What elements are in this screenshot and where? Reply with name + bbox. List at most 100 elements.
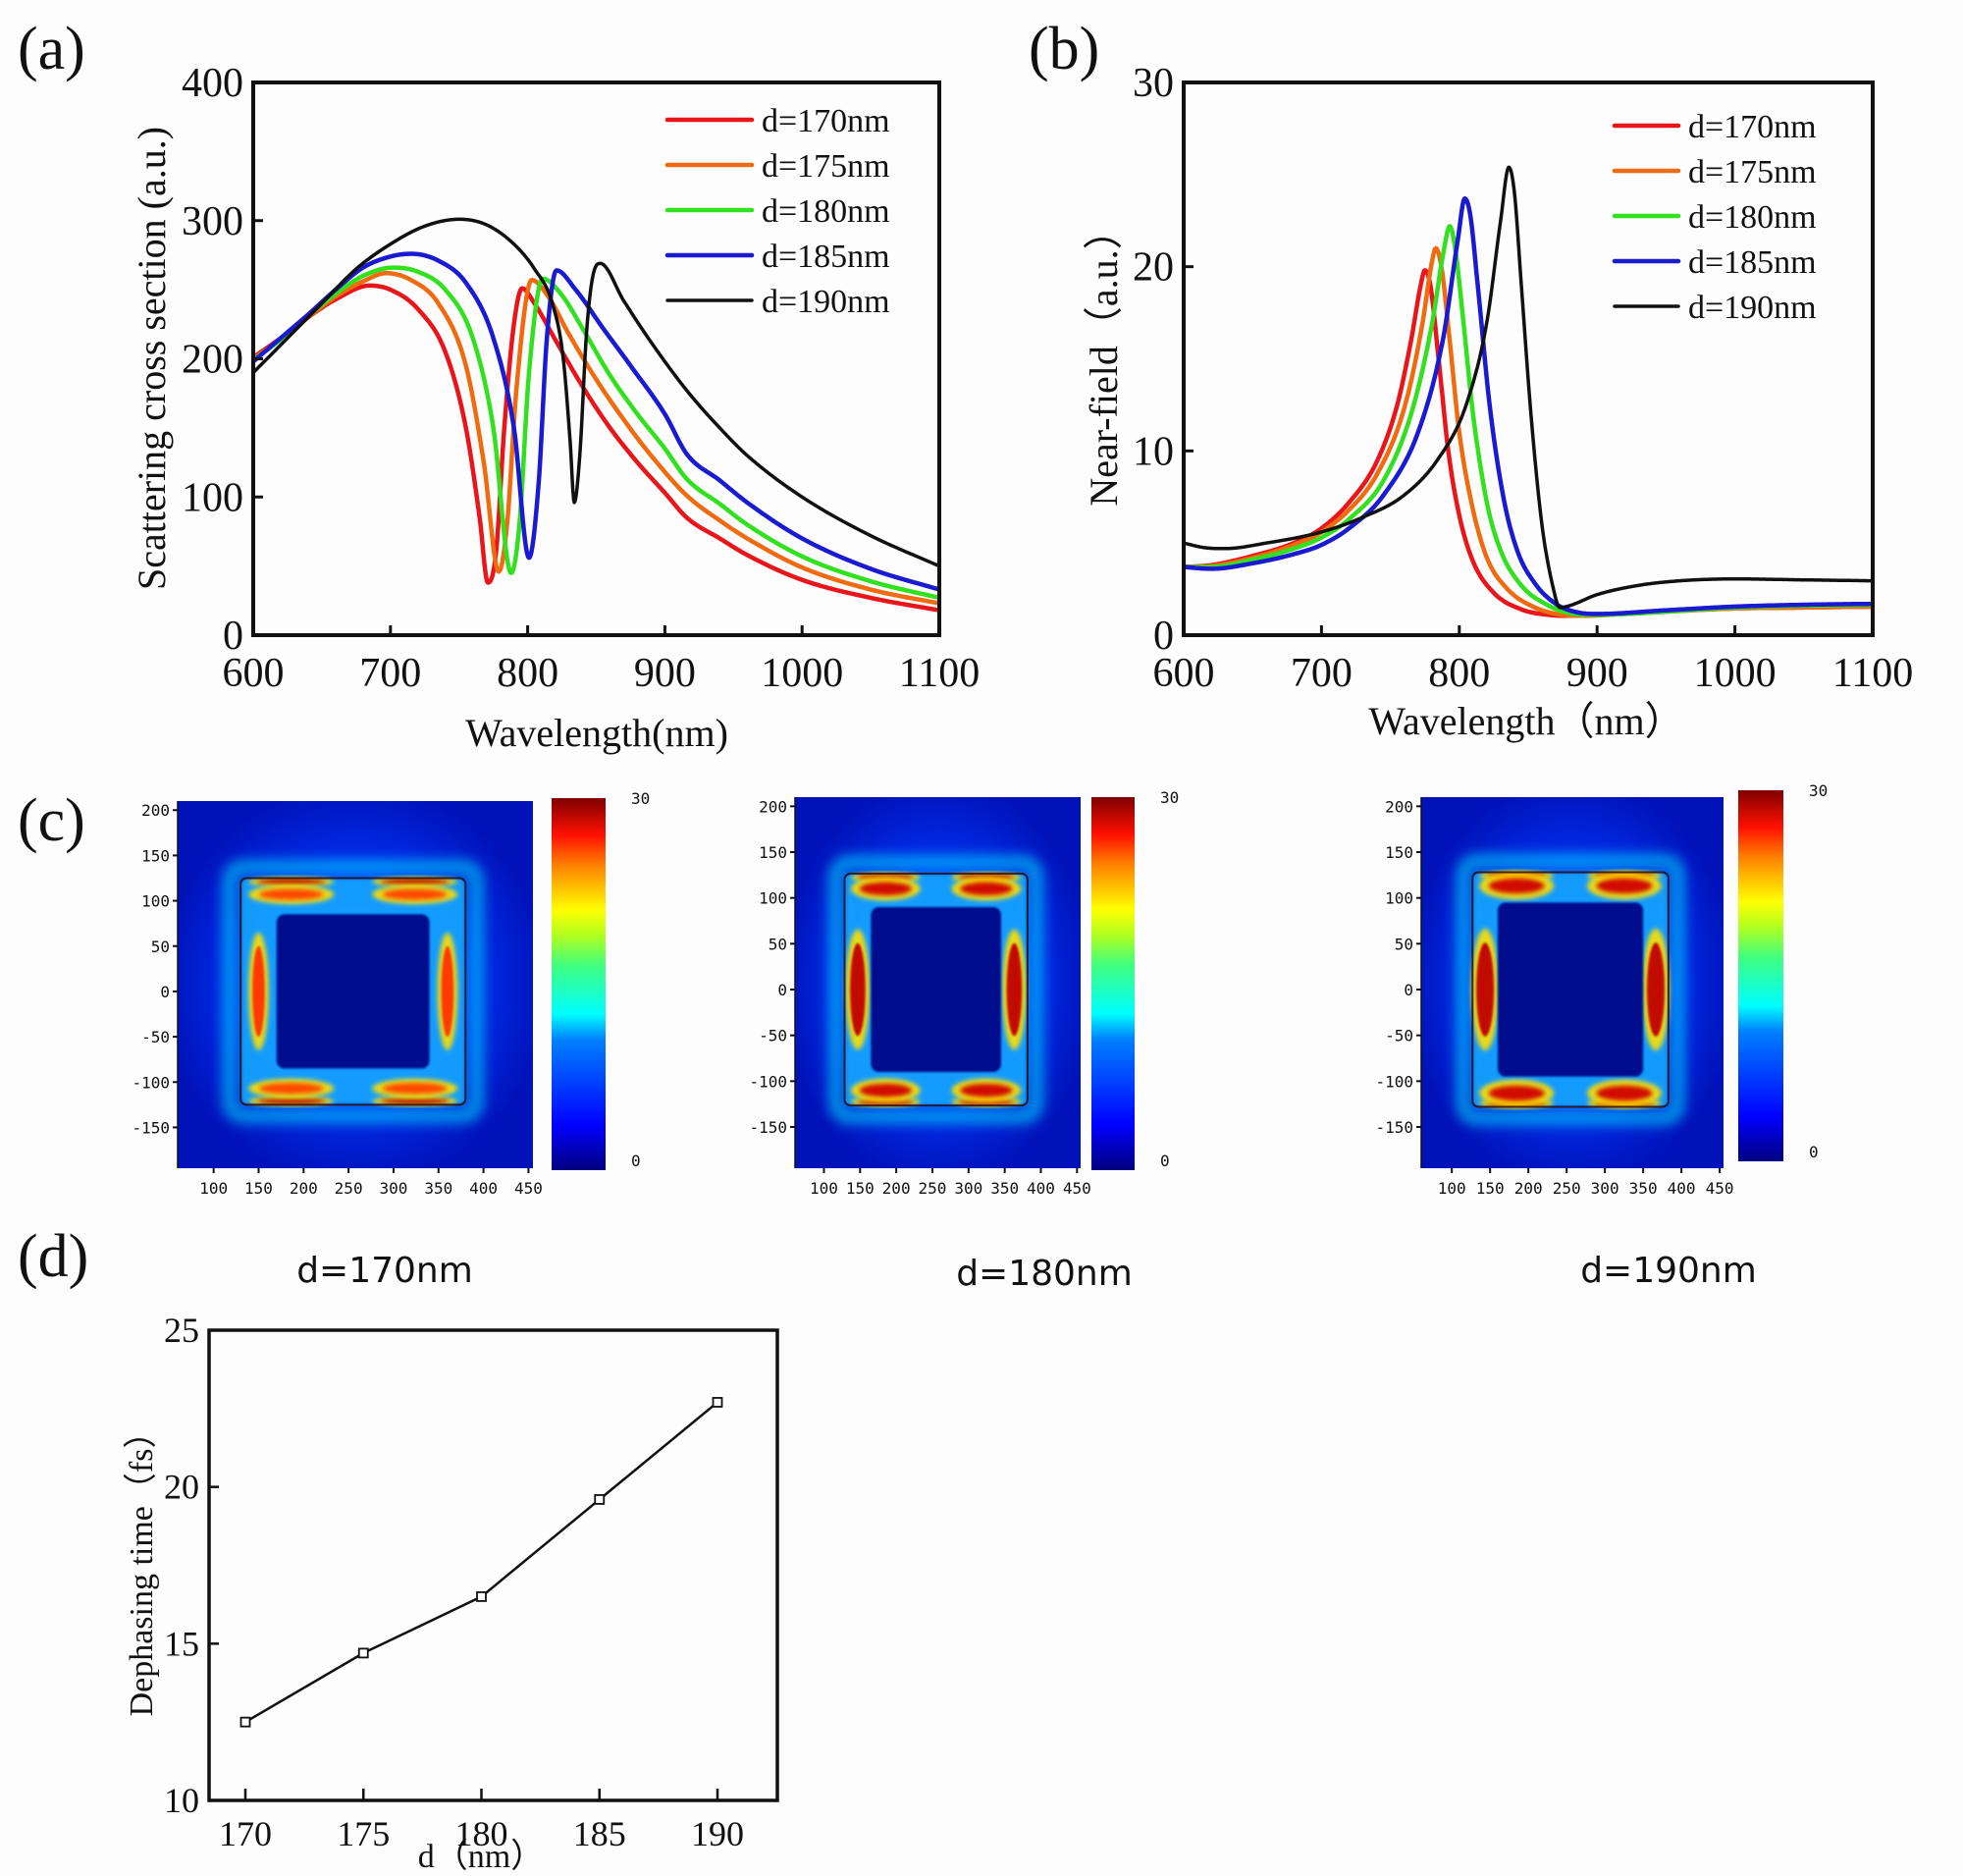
- c-x-tick-label: 250: [1553, 1179, 1581, 1198]
- c-colorbar-min-label: 0: [1809, 1143, 1819, 1161]
- a-x-tick-label: 700: [359, 651, 421, 696]
- c-x-tick-label: 450: [514, 1179, 543, 1198]
- c-x-tick-label: 100: [810, 1179, 838, 1198]
- c-hotspot: [441, 945, 454, 1038]
- panel-b-nearfield-chart: 600 700 800 900 1000 1100 0 10 20 30 d=170nm d=175…: [1082, 61, 1913, 743]
- a-legend-item: d=180nm: [664, 193, 890, 230]
- c-hotspot: [252, 945, 265, 1038]
- c-edge: [843, 872, 1029, 1107]
- c-x-tick-label: 200: [882, 1179, 911, 1198]
- c-colorbar-max-label: 30: [631, 789, 650, 808]
- c-hotspot: [259, 1083, 324, 1095]
- c-hotspot: [850, 942, 866, 1037]
- a-series-line-d175nm: [251, 270, 941, 606]
- a-y-tick-label: 200: [182, 338, 243, 383]
- d-x-tick-label: 170: [219, 1814, 272, 1853]
- panel-d-dephasing-chart: 170 175 180 185 190 10 15 20 25 d（nm） Dephasing …: [123, 1311, 779, 1875]
- c-hotspot: [256, 879, 326, 885]
- b-series-line-d190nm: [1182, 165, 1875, 610]
- a-legend-label: d=185nm: [762, 239, 890, 275]
- a-legend-item: d=175nm: [664, 148, 890, 185]
- d-data-point: [594, 1494, 606, 1505]
- d-x-axis-label: d（nm）: [418, 1838, 544, 1875]
- b-y-axis-label: Near-field（a.u.）: [1082, 210, 1126, 506]
- a-series-group: [251, 217, 941, 613]
- c-x-tick-label: 400: [1668, 1179, 1696, 1198]
- b-legend-label: d=175nm: [1688, 154, 1817, 190]
- b-legend-label: d=170nm: [1688, 109, 1817, 145]
- c-caption-190: d=190nm: [1580, 1251, 1757, 1291]
- c-x-tick-label: 250: [335, 1179, 363, 1198]
- a-x-tick-label: 800: [497, 651, 558, 696]
- c-inner-hole: [1497, 902, 1644, 1077]
- c-colorbar: [1738, 790, 1783, 1161]
- a-y-tick-label: 300: [182, 199, 243, 244]
- c-axes: 200 150 100 50 0 -50 -100 -150 100 150 200 250 300 35…: [749, 797, 1091, 1198]
- d-data-point: [357, 1647, 369, 1659]
- c-y-tick-label: 200: [141, 801, 170, 820]
- c-hotspot: [1476, 942, 1495, 1037]
- b-legend-label: d=190nm: [1688, 290, 1817, 326]
- b-legend-item: d=180nm: [1612, 199, 1817, 236]
- c-hotspot: [383, 888, 448, 900]
- c-y-tick-label: 50: [151, 938, 170, 956]
- c-x-tick-label: 300: [379, 1179, 407, 1198]
- d-axis-ticks: 170 175 180 185 190 10 15 20 25: [164, 1311, 744, 1853]
- c-y-tick-label: -100: [749, 1072, 787, 1091]
- d-y-tick-label: 20: [164, 1468, 199, 1507]
- c-x-tick-label: 200: [1514, 1179, 1543, 1198]
- c-y-tick-label: -150: [749, 1118, 787, 1137]
- b-legend-item: d=190nm: [1613, 290, 1817, 326]
- b-axis-ticks: 600 700 800 900 1000 1100 0 10 20 30: [1133, 61, 1913, 696]
- b-y-tick-label: 0: [1153, 614, 1174, 659]
- c-glow-ring: [827, 854, 1044, 1125]
- b-y-tick-label: 20: [1133, 245, 1174, 291]
- b-x-tick-label: 600: [1153, 651, 1215, 696]
- c-caption-170: d=170nm: [296, 1251, 473, 1291]
- c-hotspot: [383, 1083, 448, 1095]
- c-x-tick-label: 350: [1629, 1179, 1658, 1198]
- c-x-tick-label: 450: [1706, 1179, 1734, 1198]
- d-y-tick-label: 10: [164, 1781, 199, 1820]
- c-y-tick-label: 50: [1395, 935, 1413, 953]
- b-x-tick-label: 1000: [1694, 651, 1777, 696]
- c-hotspot: [960, 1084, 1013, 1098]
- a-axis-ticks: 600 700 800 900 1000 1100 0 100 200 300 400: [182, 61, 980, 696]
- c-x-tick-label: 300: [1591, 1179, 1619, 1198]
- c-hotspot: [256, 1098, 326, 1104]
- a-x-tick-label: 900: [634, 651, 696, 696]
- b-y-tick-label: 10: [1133, 429, 1174, 474]
- c-hotspot: [1488, 878, 1545, 894]
- d-y-axis-label: Dephasing time（fs）: [123, 1416, 160, 1717]
- a-legend-label: d=170nm: [762, 103, 890, 139]
- c-inner-hole: [276, 914, 430, 1069]
- b-legend-item: d=185nm: [1612, 244, 1817, 281]
- c-colorbar-max-label: 30: [1160, 788, 1179, 807]
- panel-a-scattering-chart: 600 700 800 900 1000 1100 0 100 200 300 400 d=170n…: [130, 61, 980, 755]
- c-hotspot: [960, 882, 1013, 895]
- c-x-tick-label: 250: [919, 1179, 947, 1198]
- b-x-axis-label: Wavelength（nm）: [1368, 699, 1683, 743]
- a-y-tick-label: 400: [182, 61, 243, 106]
- c-caption-180: d=180nm: [956, 1254, 1133, 1294]
- b-x-tick-label: 900: [1566, 651, 1628, 696]
- panel-label-b: (b): [1029, 16, 1099, 82]
- c-y-tick-label: 150: [141, 846, 170, 865]
- b-x-tick-label: 700: [1291, 651, 1353, 696]
- b-x-tick-label: 1100: [1832, 651, 1913, 696]
- d-y-tick-label: 25: [164, 1311, 199, 1350]
- b-y-tick-label: 30: [1133, 61, 1174, 106]
- c-y-tick-label: 0: [1404, 981, 1413, 999]
- b-legend-label: d=180nm: [1688, 199, 1817, 236]
- d-x-tick-label: 185: [573, 1814, 626, 1853]
- c-hotspot: [859, 1084, 912, 1098]
- c-edge: [1471, 871, 1670, 1108]
- d-data-point: [712, 1397, 723, 1408]
- c-y-tick-label: 100: [1385, 889, 1413, 908]
- a-legend-item: d=185nm: [664, 239, 890, 275]
- d-series-line: [244, 1401, 718, 1724]
- c-hotspot: [1006, 942, 1023, 1037]
